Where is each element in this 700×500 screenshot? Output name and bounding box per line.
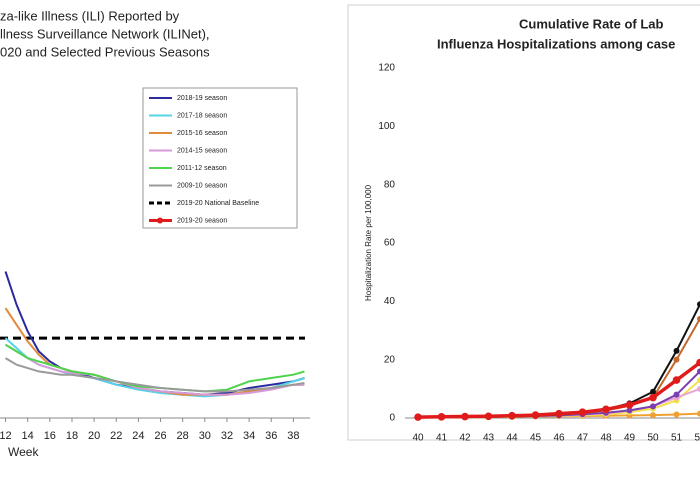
x-tick-label: 26 — [154, 430, 166, 442]
x-tick-label: 52 — [694, 433, 700, 444]
x-tick-label: 38 — [287, 430, 299, 442]
x-tick-label: 28 — [177, 430, 189, 442]
y-tick-label: 0 — [389, 413, 395, 424]
legend-label: 2019-20 season — [177, 217, 227, 224]
x-tick-label: 12 — [0, 430, 12, 442]
x-tick-label: 30 — [199, 430, 211, 442]
y-tick-label: 100 — [378, 121, 395, 132]
series-marker — [414, 413, 422, 421]
x-tick-label: 45 — [530, 433, 542, 444]
series-marker — [650, 403, 656, 410]
series-marker — [437, 413, 446, 421]
series-marker — [697, 368, 700, 375]
series-marker — [508, 411, 516, 420]
x-tick-label: 24 — [132, 430, 144, 442]
series-marker — [602, 405, 610, 414]
x-tick-label: 32 — [221, 430, 233, 442]
series-marker — [673, 391, 680, 398]
chart-title: Influenza Hospitalizations among case — [437, 36, 675, 51]
series-marker — [696, 358, 700, 367]
chart-title: llness Surveillance Network (ILINet), — [0, 26, 210, 41]
legend-label: 2011-12 season — [177, 165, 227, 172]
right-panel — [347, 4, 700, 441]
x-tick-label: 14 — [22, 430, 34, 442]
series-marker — [697, 377, 700, 384]
x-tick-label: 36 — [265, 430, 277, 442]
x-tick-label: 20 — [88, 430, 100, 442]
x-tick-label: 50 — [647, 433, 659, 444]
x-tick-label: 43 — [483, 433, 495, 444]
series-marker — [697, 301, 700, 308]
x-axis-label: Week — [8, 445, 39, 459]
x-tick-label: 47 — [577, 433, 589, 444]
series-marker — [555, 409, 563, 418]
legend-label: 2017-18 season — [177, 112, 227, 119]
series-marker — [697, 385, 700, 392]
legend-label: 2018-19 season — [177, 95, 227, 102]
x-tick-label: 22 — [110, 430, 122, 442]
series-marker — [673, 347, 680, 354]
x-tick-label: 42 — [459, 433, 471, 444]
series-marker — [672, 376, 681, 384]
chart-title: za-like Illness (ILI) Reported by — [0, 8, 180, 23]
series-line — [417, 303, 700, 419]
x-tick-label: 51 — [671, 433, 683, 444]
series-marker — [697, 315, 700, 322]
y-tick-label: 40 — [384, 296, 396, 307]
series-line — [4, 271, 305, 396]
x-tick-label: 46 — [553, 433, 565, 444]
series-marker — [461, 412, 469, 421]
chart-title: Cumulative Rate of Lab — [519, 16, 664, 31]
legend-box — [142, 87, 298, 229]
x-tick-label: 16 — [44, 430, 56, 442]
x-tick-label: 40 — [412, 433, 424, 444]
x-tick-label: 44 — [506, 433, 518, 444]
series-marker — [649, 393, 657, 402]
series-marker — [484, 412, 493, 421]
series-line — [417, 318, 700, 419]
series-marker — [650, 412, 656, 419]
y-tick-label: 60 — [384, 238, 396, 249]
legend-swatch-marker — [157, 217, 163, 224]
y-tick-label: 80 — [384, 179, 396, 190]
x-tick-label: 41 — [436, 433, 448, 444]
series-marker — [673, 411, 680, 418]
series-line — [4, 357, 305, 393]
series-marker — [625, 401, 634, 409]
series-marker — [697, 410, 700, 417]
chart-title: 020 and Selected Previous Seasons — [0, 44, 210, 59]
series-marker — [673, 356, 680, 363]
series-line — [4, 307, 305, 396]
legend-label: 2009-10 season — [177, 182, 227, 189]
y-tick-label: 120 — [378, 63, 395, 74]
legend-label: 2019-20 National Baseline — [177, 200, 259, 207]
series-marker — [626, 407, 633, 414]
legend-label: 2014-15 season — [177, 147, 227, 154]
x-tick-label: 48 — [600, 433, 612, 444]
y-tick-label: 20 — [384, 354, 396, 365]
x-tick-label: 18 — [66, 430, 78, 442]
legend-label: 2015-16 season — [177, 130, 227, 137]
series-marker — [650, 388, 656, 395]
y-axis-label: Hospitalization Rate per 100,000 — [364, 184, 373, 301]
series-marker — [531, 411, 540, 419]
x-tick-label: 49 — [624, 433, 636, 444]
series-marker — [578, 408, 587, 416]
x-tick-label: 34 — [243, 430, 255, 442]
